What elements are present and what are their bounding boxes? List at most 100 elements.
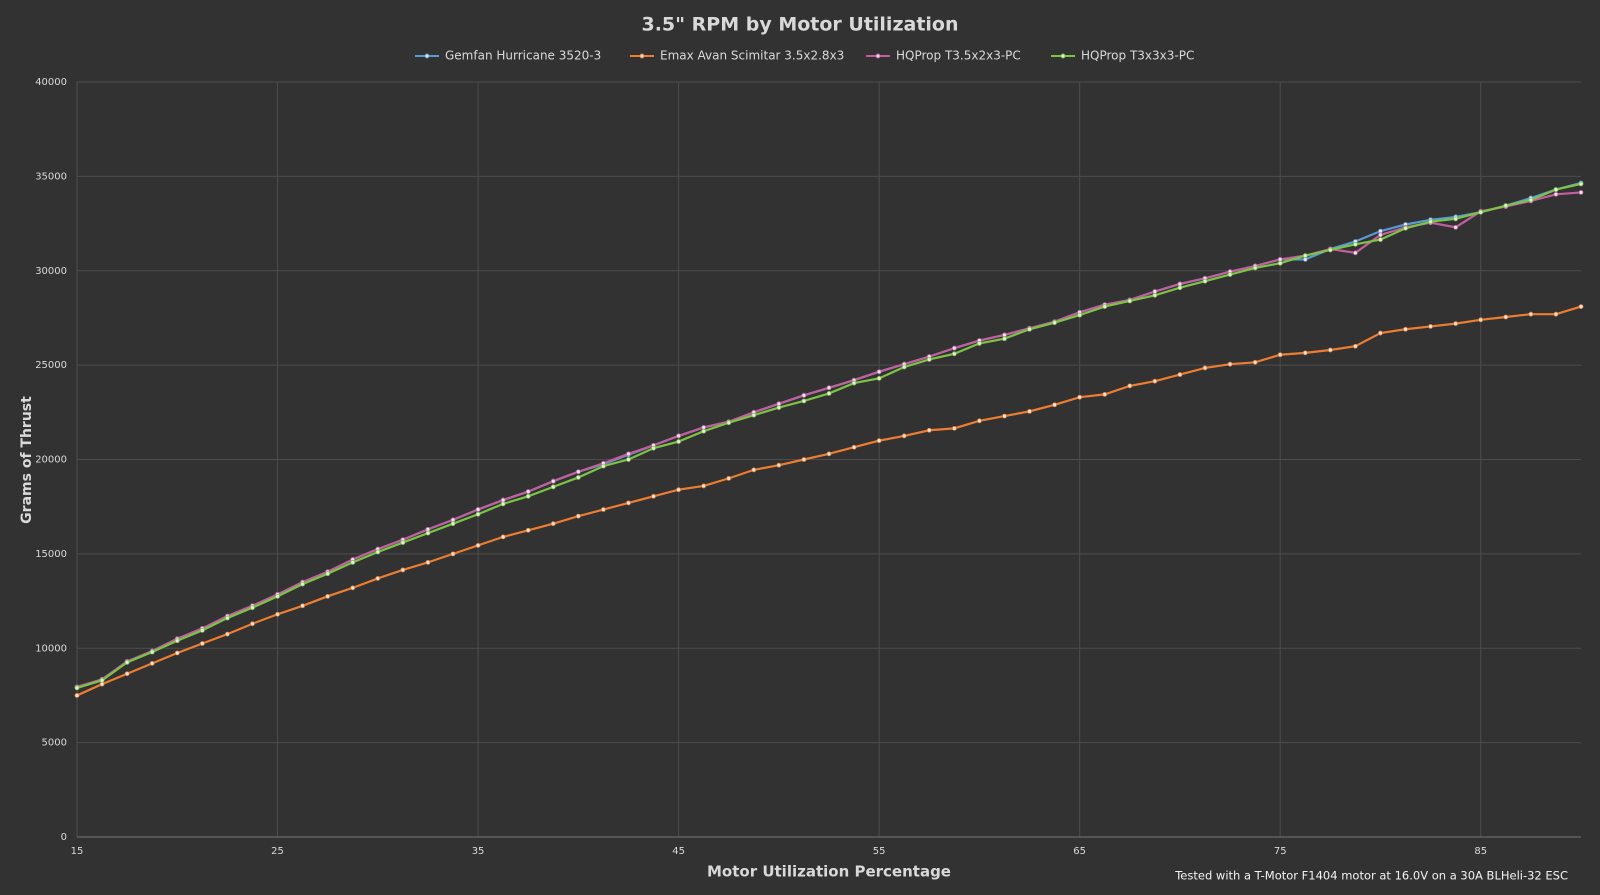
data-point [751,412,757,418]
data-point [1227,361,1233,367]
data-point [977,341,982,346]
data-point [726,420,732,426]
x-tick-label: 65 [1073,846,1086,857]
data-point [1102,304,1108,310]
data-point [74,693,80,698]
y-tick-label: 25000 [35,360,67,371]
data-point [550,478,556,484]
data-point [1202,365,1208,371]
legend-marker [1060,53,1066,59]
data-point [601,463,606,469]
x-tick-label: 75 [1274,846,1287,857]
data-point [199,641,205,646]
data-point [575,469,581,475]
data-point [851,444,857,450]
data-point [199,627,205,633]
data-point [626,451,631,457]
data-point [475,542,481,548]
data-point [751,467,757,473]
data-point [174,638,180,644]
data-point [500,501,506,507]
data-point [475,507,481,512]
data-point [1378,232,1383,238]
data-point [375,576,381,581]
x-tick-label: 25 [271,846,284,857]
chart-title: 3.5" RPM by Motor Utilization [641,14,958,36]
data-point [300,603,306,609]
data-point [575,513,581,519]
data-point [1578,181,1584,187]
data-point [977,418,982,424]
data-point [1027,408,1032,414]
data-point [676,487,681,493]
legend-marker [424,53,430,59]
data-point [876,369,882,375]
data-point [450,521,456,527]
x-tick-label: 35 [472,846,485,857]
data-point [876,375,882,381]
data-point [400,567,406,573]
data-point [300,581,306,587]
data-point [325,593,331,599]
data-point [726,475,732,481]
data-point [1378,330,1383,336]
data-point [1002,336,1007,342]
data-point [1503,203,1509,209]
x-tick-label: 45 [672,846,685,857]
data-point [1127,298,1133,304]
data-point [1553,311,1559,317]
data-point [275,593,280,599]
data-point [801,457,807,462]
y-tick-label: 5000 [42,738,67,749]
data-point [601,507,606,512]
data-point [951,425,957,431]
data-point [124,671,130,677]
data-point [1252,359,1258,365]
y-tick-label: 20000 [35,455,67,466]
data-point [1152,292,1158,298]
data-point [450,551,456,557]
legend-marker [875,53,881,59]
data-point [876,438,882,444]
data-point [951,345,957,351]
data-point [1353,241,1358,247]
data-point [951,351,957,357]
data-point [325,571,331,577]
data-point [1428,324,1433,329]
data-point [99,677,105,683]
data-point [1327,247,1333,253]
data-point [1528,311,1534,317]
annotation: Tested with a T-Motor F1404 motor at 16.… [1174,869,1568,883]
legend-label: Emax Avan Scimitar 3.5x2.8x3 [660,49,844,63]
data-point [1102,391,1108,397]
data-point [1578,304,1584,310]
data-point [1478,317,1484,323]
x-axis-label: Motor Utilization Percentage [707,863,951,881]
data-point [801,398,807,404]
data-point [926,427,932,433]
data-point [1052,402,1057,408]
data-point [1553,191,1559,197]
data-point [124,660,130,665]
data-point [1277,352,1283,358]
data-point [475,511,481,517]
data-point [1027,326,1032,332]
legend-label: HQProp T3x3x3-PC [1081,49,1194,63]
data-point [651,445,656,451]
data-point [1378,237,1383,243]
data-point [149,660,155,666]
data-point [1578,190,1584,195]
legend-marker [639,53,645,59]
y-tick-label: 35000 [35,171,67,182]
y-tick-label: 15000 [35,549,67,560]
data-point [575,475,581,480]
data-point [250,605,255,611]
data-point [826,385,832,391]
data-point [1353,250,1358,256]
data-point [550,484,556,490]
data-point [801,392,807,398]
data-point [1302,350,1308,356]
legend-label: HQProp T3.5x2x3-PC [896,49,1021,63]
data-point [500,534,506,540]
